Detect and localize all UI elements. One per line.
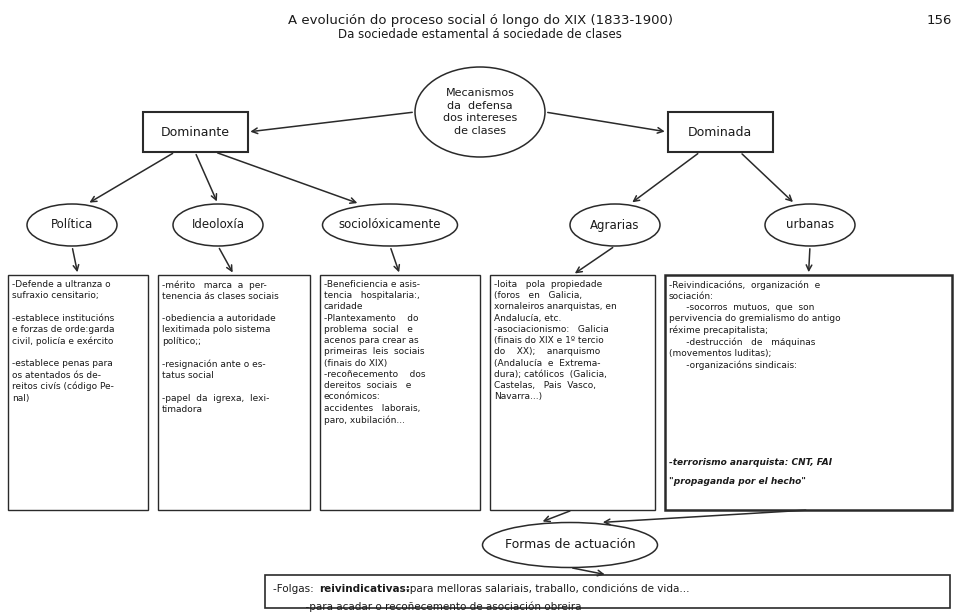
Bar: [265, 575, 950, 608]
Bar: [320, 275, 480, 510]
Text: sociolóxicamente: sociolóxicamente: [339, 218, 442, 231]
Text: Da sociedade estamental á sociedade de clases: Da sociedade estamental á sociedade de c…: [338, 28, 622, 41]
Text: Política: Política: [51, 218, 93, 231]
Bar: [8, 275, 148, 510]
Text: -terrorismo anarquista: CNT, FAI: -terrorismo anarquista: CNT, FAI: [669, 458, 832, 467]
Bar: [158, 275, 310, 510]
Text: Agrarias: Agrarias: [590, 218, 639, 231]
Text: urbanas: urbanas: [786, 218, 834, 231]
Text: Ideoloxía: Ideoloxía: [191, 218, 245, 231]
Text: -para melloras salariais, traballo, condicións de vida...: -para melloras salariais, traballo, cond…: [406, 584, 689, 594]
Text: Dominante: Dominante: [160, 125, 229, 138]
Bar: [667, 112, 773, 152]
Bar: [665, 275, 952, 510]
Text: Formas de actuación: Formas de actuación: [505, 539, 636, 551]
Text: -mérito   marca  a  per-
tenencia ás clases sociais

-obediencia a autoridade
le: -mérito marca a per- tenencia ás clases …: [162, 280, 278, 414]
Text: Dominada: Dominada: [688, 125, 752, 138]
Text: -para acadar o recoñecemento de asociación obreira: -para acadar o recoñecemento de asociaci…: [273, 601, 582, 611]
Text: 156: 156: [926, 14, 952, 27]
Text: -Folgas:: -Folgas:: [273, 584, 317, 594]
Text: reivindicativas:: reivindicativas:: [319, 584, 410, 594]
Text: -loita   pola  propiedade
(foros   en   Galicia,
xornaleiros anarquistas, en
And: -loita pola propiedade (foros en Galicia…: [494, 280, 616, 401]
Text: "propaganda por el hecho": "propaganda por el hecho": [669, 477, 806, 486]
Bar: [142, 112, 248, 152]
Text: -Defende a ultranza o
sufraxio censitario;

-establece institucións
e forzas de : -Defende a ultranza o sufraxio censitari…: [12, 280, 114, 403]
Bar: [490, 275, 655, 510]
Text: -Reivindicacións,  organización  e
sociación:
      -socorros  mutuos,  que  son: -Reivindicacións, organización e sociaci…: [669, 280, 841, 370]
Text: A evolución do proceso social ó longo do XIX (1833-1900): A evolución do proceso social ó longo do…: [287, 14, 673, 27]
Text: Mecanismos
da  defensa
dos intereses
de clases: Mecanismos da defensa dos intereses de c…: [443, 88, 517, 136]
Text: -Beneficiencia e asis-
tencia   hospitalaria:,
caridade
-Plantexamento    do
pro: -Beneficiencia e asis- tencia hospitalar…: [324, 280, 425, 425]
